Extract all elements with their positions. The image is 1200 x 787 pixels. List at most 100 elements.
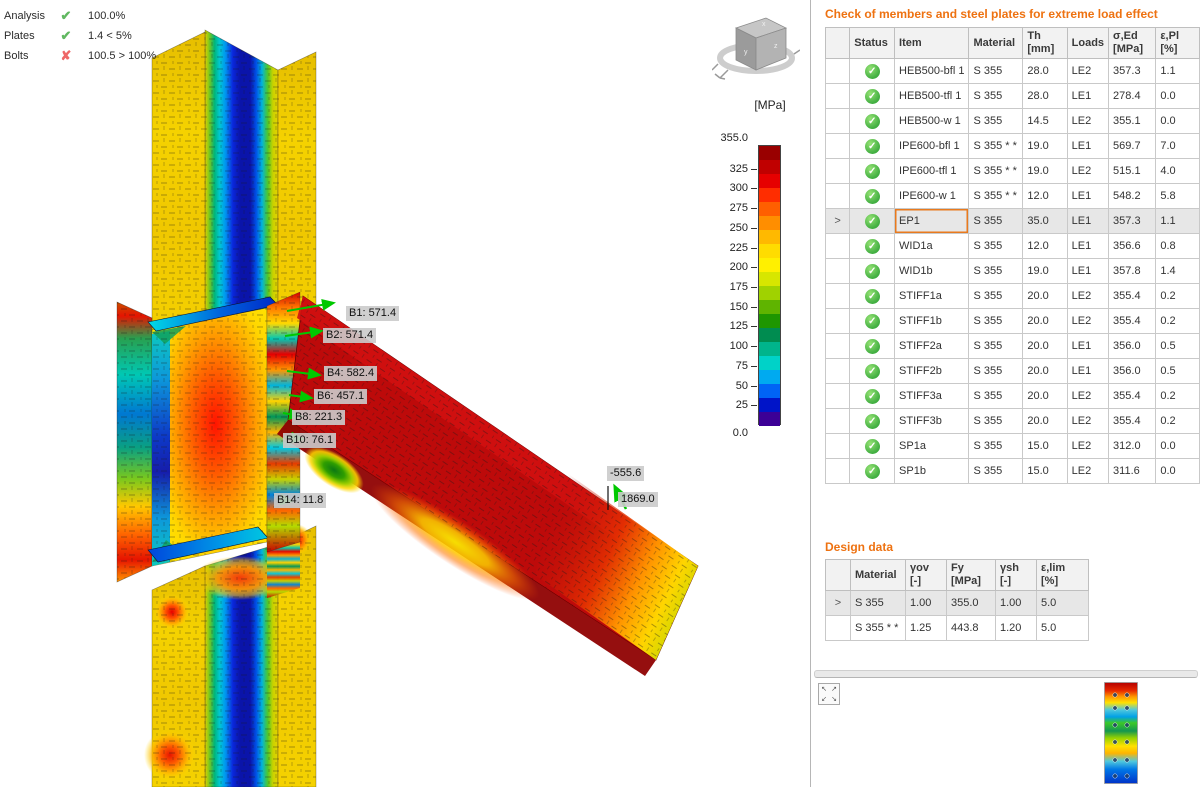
- row-loads-cell[interactable]: LE2: [1066, 383, 1110, 409]
- table-row[interactable]: ✓ STIFF2a S 355 20.0 LE1 356.0 0.5: [824, 333, 1200, 359]
- table-row[interactable]: > S 355 1.00 355.0 1.00 5.0: [825, 590, 1089, 616]
- viewport-3d[interactable]: Analysis ✔ 100.0% Plates ✔ 1.4 < 5% Bolts ✘ 100.…: [0, 0, 810, 787]
- table-row[interactable]: ✓ STIFF2b S 355 20.0 LE1 356.0 0.5: [824, 358, 1200, 384]
- row-material-cell[interactable]: S 355 * *: [968, 158, 1024, 184]
- row-strain-cell[interactable]: 0.2: [1155, 283, 1200, 309]
- row-status-cell[interactable]: ✓: [849, 408, 896, 434]
- row-selection-arrow[interactable]: [824, 333, 851, 359]
- row-sigma-cell[interactable]: 357.3: [1108, 58, 1157, 84]
- row-status-cell[interactable]: ✓: [849, 258, 896, 284]
- table-row[interactable]: ✓ STIFF1a S 355 20.0 LE2 355.4 0.2: [824, 283, 1200, 309]
- row-sigma-cell[interactable]: 548.2: [1108, 183, 1157, 209]
- row-status-cell[interactable]: ✓: [849, 383, 896, 409]
- row-sigma-cell[interactable]: 355.4: [1108, 383, 1157, 409]
- row-loads-cell[interactable]: LE1: [1066, 233, 1110, 259]
- row-sigma-cell[interactable]: 356.6: [1108, 233, 1157, 259]
- row-sigma-cell[interactable]: 515.1: [1108, 158, 1157, 184]
- row-selection-arrow[interactable]: [824, 258, 851, 284]
- row-selection-arrow[interactable]: [824, 58, 851, 84]
- row-material-cell[interactable]: S 355: [968, 283, 1024, 309]
- row-thickness-cell[interactable]: 35.0: [1022, 208, 1068, 234]
- row-gamma-ov-cell[interactable]: 1.00: [905, 590, 947, 616]
- row-loads-cell[interactable]: LE1: [1066, 358, 1110, 384]
- row-material-cell[interactable]: S 355 * *: [850, 615, 906, 641]
- row-sigma-cell[interactable]: 311.6: [1108, 458, 1157, 484]
- row-thickness-cell[interactable]: 19.0: [1022, 158, 1068, 184]
- table-row[interactable]: ✓ SP1b S 355 15.0 LE2 311.6 0.0: [824, 458, 1200, 484]
- row-thickness-cell[interactable]: 20.0: [1022, 308, 1068, 334]
- row-status-cell[interactable]: ✓: [849, 333, 896, 359]
- row-item-cell[interactable]: STIFF2a: [894, 333, 970, 359]
- row-loads-cell[interactable]: LE2: [1066, 458, 1110, 484]
- row-selection-arrow[interactable]: [824, 283, 851, 309]
- row-item-cell[interactable]: SP1a: [894, 433, 970, 459]
- table-row[interactable]: S 355 * * 1.25 443.8 1.20 5.0: [825, 615, 1089, 641]
- row-material-cell[interactable]: S 355 * *: [968, 133, 1024, 159]
- view-cube[interactable]: x y z: [711, 8, 801, 80]
- row-sigma-cell[interactable]: 278.4: [1108, 83, 1157, 109]
- row-strain-cell[interactable]: 0.2: [1155, 308, 1200, 334]
- row-loads-cell[interactable]: LE1: [1066, 83, 1110, 109]
- row-selection-arrow[interactable]: [824, 133, 851, 159]
- row-material-cell[interactable]: S 355 * *: [968, 183, 1024, 209]
- row-sigma-cell[interactable]: 357.8: [1108, 258, 1157, 284]
- row-status-cell[interactable]: ✓: [849, 308, 896, 334]
- row-strain-cell[interactable]: 0.0: [1155, 458, 1200, 484]
- row-loads-cell[interactable]: LE2: [1066, 108, 1110, 134]
- row-strain-cell[interactable]: 4.0: [1155, 158, 1200, 184]
- row-strain-cell[interactable]: 1.1: [1155, 208, 1200, 234]
- table-row[interactable]: > ✓ EP1 S 355 35.0 LE1 357.3 1.1: [824, 208, 1200, 234]
- row-strain-cell[interactable]: 0.5: [1155, 333, 1200, 359]
- row-status-cell[interactable]: ✓: [849, 458, 896, 484]
- row-material-cell[interactable]: S 355: [968, 333, 1024, 359]
- row-material-cell[interactable]: S 355: [968, 458, 1024, 484]
- row-item-cell[interactable]: IPE600-bfl 1: [894, 133, 970, 159]
- expand-view-button[interactable]: ↖ ↗ ↙ ↘: [818, 683, 840, 705]
- row-selection-arrow[interactable]: [824, 358, 851, 384]
- row-material-cell[interactable]: S 355: [968, 408, 1024, 434]
- plate-preview-thumbnail[interactable]: [1104, 682, 1138, 787]
- row-sigma-cell[interactable]: 355.4: [1108, 308, 1157, 334]
- row-sigma-cell[interactable]: 355.4: [1108, 408, 1157, 434]
- row-material-cell[interactable]: S 355: [850, 590, 906, 616]
- row-item-cell[interactable]: HEB500-w 1: [894, 108, 970, 134]
- row-selection-arrow[interactable]: [824, 183, 851, 209]
- horizontal-splitter[interactable]: [814, 670, 1198, 678]
- row-strain-cell[interactable]: 5.8: [1155, 183, 1200, 209]
- row-fy-cell[interactable]: 355.0: [946, 590, 996, 616]
- row-loads-cell[interactable]: LE2: [1066, 158, 1110, 184]
- row-strain-cell[interactable]: 0.0: [1155, 108, 1200, 134]
- row-thickness-cell[interactable]: 14.5: [1022, 108, 1068, 134]
- row-status-cell[interactable]: ✓: [849, 433, 896, 459]
- row-sigma-cell[interactable]: 569.7: [1108, 133, 1157, 159]
- row-material-cell[interactable]: S 355: [968, 58, 1024, 84]
- row-thickness-cell[interactable]: 20.0: [1022, 408, 1068, 434]
- row-selection-arrow[interactable]: [824, 233, 851, 259]
- row-gamma-ov-cell[interactable]: 1.25: [905, 615, 947, 641]
- row-gamma-sh-cell[interactable]: 1.00: [995, 590, 1037, 616]
- row-item-cell[interactable]: IPE600-tfl 1: [894, 158, 970, 184]
- row-thickness-cell[interactable]: 12.0: [1022, 233, 1068, 259]
- row-item-cell[interactable]: WID1a: [894, 233, 970, 259]
- row-sigma-cell[interactable]: 312.0: [1108, 433, 1157, 459]
- table-row[interactable]: ✓ STIFF3a S 355 20.0 LE2 355.4 0.2: [824, 383, 1200, 409]
- row-strain-cell[interactable]: 7.0: [1155, 133, 1200, 159]
- row-material-cell[interactable]: S 355: [968, 308, 1024, 334]
- row-sigma-cell[interactable]: 357.3: [1108, 208, 1157, 234]
- row-item-cell[interactable]: STIFF3a: [894, 383, 970, 409]
- table-row[interactable]: ✓ STIFF3b S 355 20.0 LE2 355.4 0.2: [824, 408, 1200, 434]
- row-strain-cell[interactable]: 0.0: [1155, 433, 1200, 459]
- row-loads-cell[interactable]: LE2: [1066, 283, 1110, 309]
- row-sigma-cell[interactable]: 355.1: [1108, 108, 1157, 134]
- row-selection-arrow[interactable]: [824, 308, 851, 334]
- row-selection-arrow[interactable]: [824, 433, 851, 459]
- row-item-cell[interactable]: STIFF3b: [894, 408, 970, 434]
- row-item-cell[interactable]: EP1: [894, 208, 970, 234]
- row-strain-cell[interactable]: 1.4: [1155, 258, 1200, 284]
- row-item-cell[interactable]: STIFF2b: [894, 358, 970, 384]
- table-row[interactable]: ✓ SP1a S 355 15.0 LE2 312.0 0.0: [824, 433, 1200, 459]
- row-sigma-cell[interactable]: 356.0: [1108, 358, 1157, 384]
